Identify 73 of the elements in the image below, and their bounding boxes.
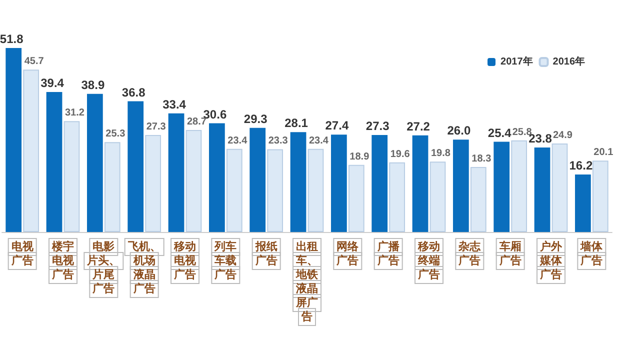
x-tick-label: 电影片头、片尾广告: [86, 240, 120, 295]
bar: [46, 92, 62, 232]
data-label: 31.2: [65, 108, 85, 119]
bar: [308, 148, 324, 232]
data-label: 39.4: [40, 76, 64, 90]
data-label: 18.9: [350, 151, 370, 162]
x-tick-label: 车厢广告: [498, 240, 522, 267]
data-label: 28.1: [284, 116, 308, 130]
data-label: 26.0: [447, 124, 471, 138]
bar: [226, 148, 242, 232]
bar: [186, 130, 202, 232]
bar: [267, 149, 284, 232]
data-label: 25.4: [488, 126, 512, 140]
data-label: 29.3: [244, 112, 268, 126]
bar: [412, 135, 428, 232]
data-label: 18.3: [472, 153, 492, 164]
bar: [64, 121, 80, 232]
bar: [534, 147, 550, 232]
bar: [389, 162, 406, 232]
data-label: 38.9: [81, 78, 105, 92]
data-label: 27.3: [366, 119, 390, 134]
data-label: 25.3: [106, 128, 126, 140]
bar: [552, 144, 568, 232]
x-tick-label: 楼宇电视广告: [51, 240, 75, 281]
x-tick-label: 报纸广告: [254, 240, 278, 267]
bar: [23, 70, 40, 232]
bar: [430, 162, 446, 232]
data-label: 27.3: [146, 122, 166, 133]
data-label: 45.7: [24, 56, 44, 68]
data-label: 19.6: [390, 148, 410, 160]
x-tick-label: 列车车载广告: [214, 240, 237, 281]
bar: [470, 166, 486, 232]
bar: [128, 101, 144, 232]
data-label: 24.9: [553, 130, 573, 142]
bar: [511, 140, 528, 232]
bar: [592, 160, 608, 232]
x-tick-label: 移动电视广告: [173, 240, 197, 281]
x-tick-label: 广播广告: [376, 240, 400, 267]
x-tick-label: 飞机、机场液晶广告: [126, 240, 161, 295]
x-tick-label: 移动终端广告: [417, 240, 440, 281]
data-label: 27.2: [406, 119, 430, 134]
x-tick-label: 墙体广告: [580, 240, 604, 267]
data-label: 23.4: [309, 135, 329, 146]
data-label: 33.4: [162, 97, 186, 112]
bar: [208, 123, 225, 232]
bar: [86, 94, 103, 232]
data-label: 16.2: [569, 158, 593, 172]
data-label: 19.8: [431, 148, 451, 160]
bar: [290, 132, 306, 232]
legend-label: 2016年: [552, 56, 586, 68]
x-tick-label: 出租车、地铁液晶屏广告: [295, 240, 319, 323]
bar: [145, 135, 162, 232]
bar: [348, 164, 364, 232]
data-label: 23.3: [268, 136, 288, 147]
data-label: 36.8: [122, 85, 146, 100]
bar: [330, 134, 347, 232]
bar: [574, 174, 591, 232]
data-label: 20.1: [594, 147, 614, 158]
bar: [250, 128, 266, 232]
x-tick-label: 网络广告: [336, 240, 360, 267]
bar: [104, 142, 120, 232]
data-label: 51.8: [0, 32, 24, 46]
bar: [6, 48, 22, 232]
bar: [452, 140, 469, 232]
bar: [494, 142, 510, 232]
legend-label: 2017年: [500, 56, 533, 68]
data-label: 23.4: [228, 135, 248, 146]
bar: [372, 135, 388, 232]
x-tick-label: 杂志广告: [458, 240, 482, 267]
x-tick-label: 电视广告: [10, 240, 34, 267]
bar: [168, 113, 184, 232]
x-tick-label: 户外媒体广告: [539, 240, 563, 281]
data-label: 27.4: [325, 118, 349, 133]
